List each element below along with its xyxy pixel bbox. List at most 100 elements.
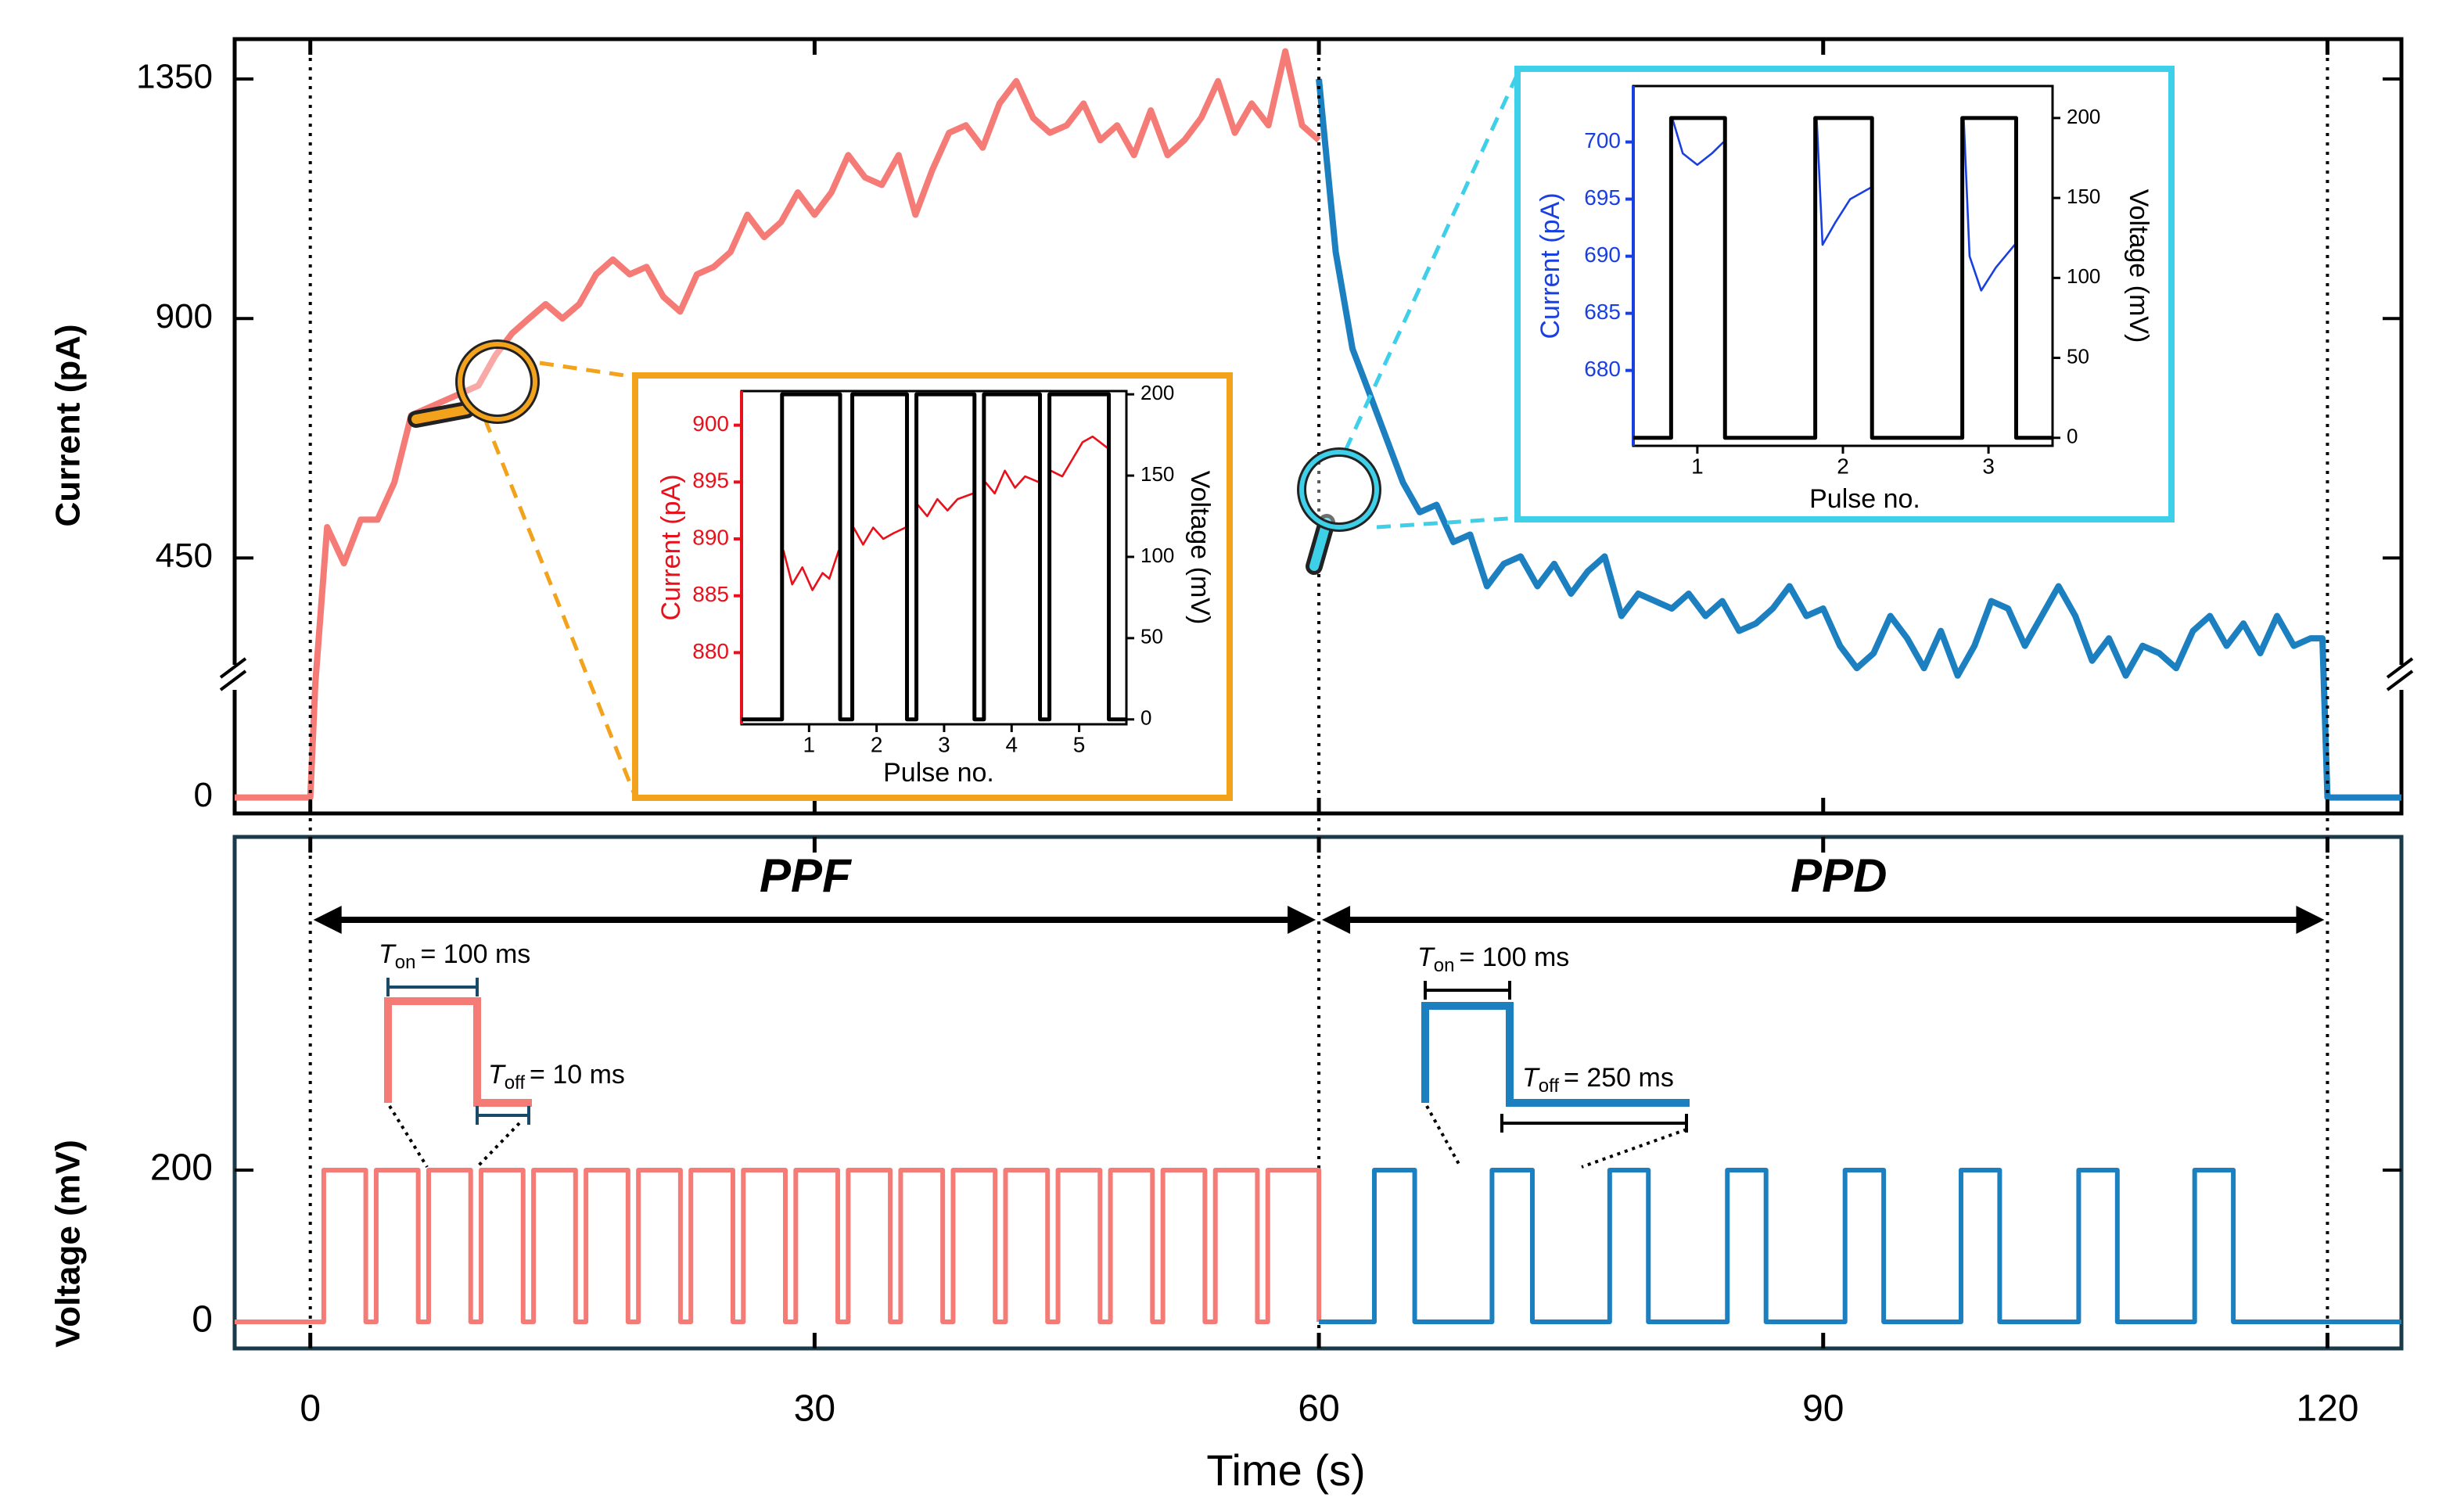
axis-break xyxy=(219,670,247,691)
y-tick-label: 200 xyxy=(150,1147,213,1189)
connector xyxy=(539,361,636,379)
subscript: on xyxy=(1434,955,1455,976)
zoom-line xyxy=(388,1104,429,1169)
data-line xyxy=(1316,78,2401,801)
y2-tick-label: 150 xyxy=(2067,185,2100,208)
x-tick-label: 1 xyxy=(1691,454,1704,478)
arrow-head xyxy=(313,906,342,934)
x-tick-label: 5 xyxy=(1073,732,1086,756)
axis-break xyxy=(2386,670,2414,691)
phase-label: PPD xyxy=(1791,849,1887,902)
value-text: = 250 ms xyxy=(1564,1063,1674,1093)
y2-axis-label: Voltage (mV) xyxy=(1185,471,1215,625)
zoom-line xyxy=(476,1122,521,1169)
x-tick-label: 30 xyxy=(794,1388,835,1430)
connector xyxy=(483,418,638,797)
data-line xyxy=(1672,118,2016,292)
data-line xyxy=(235,48,1321,801)
arrow-head xyxy=(1322,906,1351,934)
x-axis-label: Pulse no. xyxy=(1809,484,1920,514)
x-tick-label: 2 xyxy=(871,732,883,756)
y-tick-label: 0 xyxy=(194,776,213,814)
x-tick-label: 2 xyxy=(1837,454,1849,478)
y-tick-label: 450 xyxy=(156,537,213,575)
toff-label: Toff = 10 ms xyxy=(488,1060,625,1093)
connector xyxy=(1376,515,1520,530)
x-tick-label: 60 xyxy=(1298,1388,1339,1430)
data-line xyxy=(235,1167,1322,1325)
axis-break xyxy=(219,657,247,679)
inset-ppd: 680 685 690 695 700 0 50 100 150 200 1 2 3 Current (p… xyxy=(1514,66,2175,522)
symbol: T xyxy=(1417,942,1435,972)
symbol: T xyxy=(1522,1063,1540,1093)
inset-frame xyxy=(632,372,1233,801)
inset-frame xyxy=(1514,66,2175,522)
arrow-head xyxy=(2296,906,2325,934)
y2-tick-label: 100 xyxy=(2067,264,2100,288)
y-tick-label: 885 xyxy=(692,582,729,606)
y-tick-label: 895 xyxy=(692,469,729,493)
y-axis-label: Current (pA) xyxy=(1536,192,1565,339)
symbol: T xyxy=(379,939,397,969)
y-tick-label: 695 xyxy=(1584,185,1621,210)
symbol: T xyxy=(488,1060,506,1090)
x-tick-label: 120 xyxy=(2296,1388,2358,1430)
y-tick-label: 1350 xyxy=(136,58,213,96)
x-axis-label: Time (s) xyxy=(1206,1445,1365,1495)
toff-label: Toff = 250 ms xyxy=(1522,1063,1674,1097)
voltage-line xyxy=(1633,116,2053,440)
y-tick-label: 880 xyxy=(692,639,729,663)
voltage-line xyxy=(742,392,1126,722)
y-tick-label: 0 xyxy=(192,1299,213,1341)
phase-label: PPF xyxy=(760,849,852,902)
y-tick-label: 700 xyxy=(1584,128,1621,153)
arrow-head xyxy=(1288,906,1316,934)
x-axis-label: Pulse no. xyxy=(883,758,994,788)
y-tick-label: 890 xyxy=(692,525,729,549)
axis-break xyxy=(2386,657,2414,679)
value-text: = 100 ms xyxy=(420,939,530,969)
y2-tick-label: 150 xyxy=(1140,462,1174,486)
y2-axis-label: Voltage (mV) xyxy=(2124,189,2153,343)
y2-tick-label: 0 xyxy=(1140,706,1151,730)
y2-tick-label: 50 xyxy=(1140,625,1163,648)
data-line xyxy=(1319,1167,2401,1325)
y-tick-label: 680 xyxy=(1584,357,1621,381)
y-tick-label: 685 xyxy=(1584,300,1621,324)
x-tick-label: 0 xyxy=(300,1388,321,1430)
y-axis-label: Current (pA) xyxy=(656,474,686,620)
y-tick-label: 690 xyxy=(1584,242,1621,267)
y2-tick-label: 200 xyxy=(2067,105,2100,128)
y2-tick-label: 100 xyxy=(1140,544,1174,567)
value-text: = 100 ms xyxy=(1459,942,1569,972)
subscript: on xyxy=(395,952,416,973)
magnifier xyxy=(1297,447,1381,575)
x-tick-label: 90 xyxy=(1802,1388,1844,1430)
y-tick-label: 900 xyxy=(692,411,729,436)
y-tick-label: 900 xyxy=(156,297,213,336)
y2-tick-label: 50 xyxy=(2067,344,2089,368)
subscript: off xyxy=(1539,1075,1560,1097)
x-tick-label: 3 xyxy=(938,732,950,756)
pulse-sketch xyxy=(1421,1002,1690,1107)
subscript: off xyxy=(505,1072,526,1093)
magnifier xyxy=(408,339,540,428)
x-tick-label: 3 xyxy=(1982,454,1995,478)
x-tick-label: 1 xyxy=(803,732,816,756)
x-tick-label: 4 xyxy=(1005,732,1018,756)
y2-tick-label: 200 xyxy=(1140,381,1174,404)
ton-label: Ton = 100 ms xyxy=(379,939,530,973)
y-axis-label: Current (pA) xyxy=(49,324,88,526)
inset-ppf: 880 885 890 895 900 0 50 100 150 200 1 2 3 4 5 Current … xyxy=(632,372,1233,801)
value-text: = 10 ms xyxy=(530,1060,625,1090)
y2-tick-label: 0 xyxy=(2067,425,2078,448)
y-axis-label: Voltage (mV) xyxy=(49,1140,88,1348)
zoom-line xyxy=(1581,1128,1687,1169)
zoom-line xyxy=(1425,1105,1461,1166)
pulse-sketch xyxy=(384,997,532,1107)
ton-label: Ton = 100 ms xyxy=(1417,942,1569,976)
data-line xyxy=(782,435,1108,591)
